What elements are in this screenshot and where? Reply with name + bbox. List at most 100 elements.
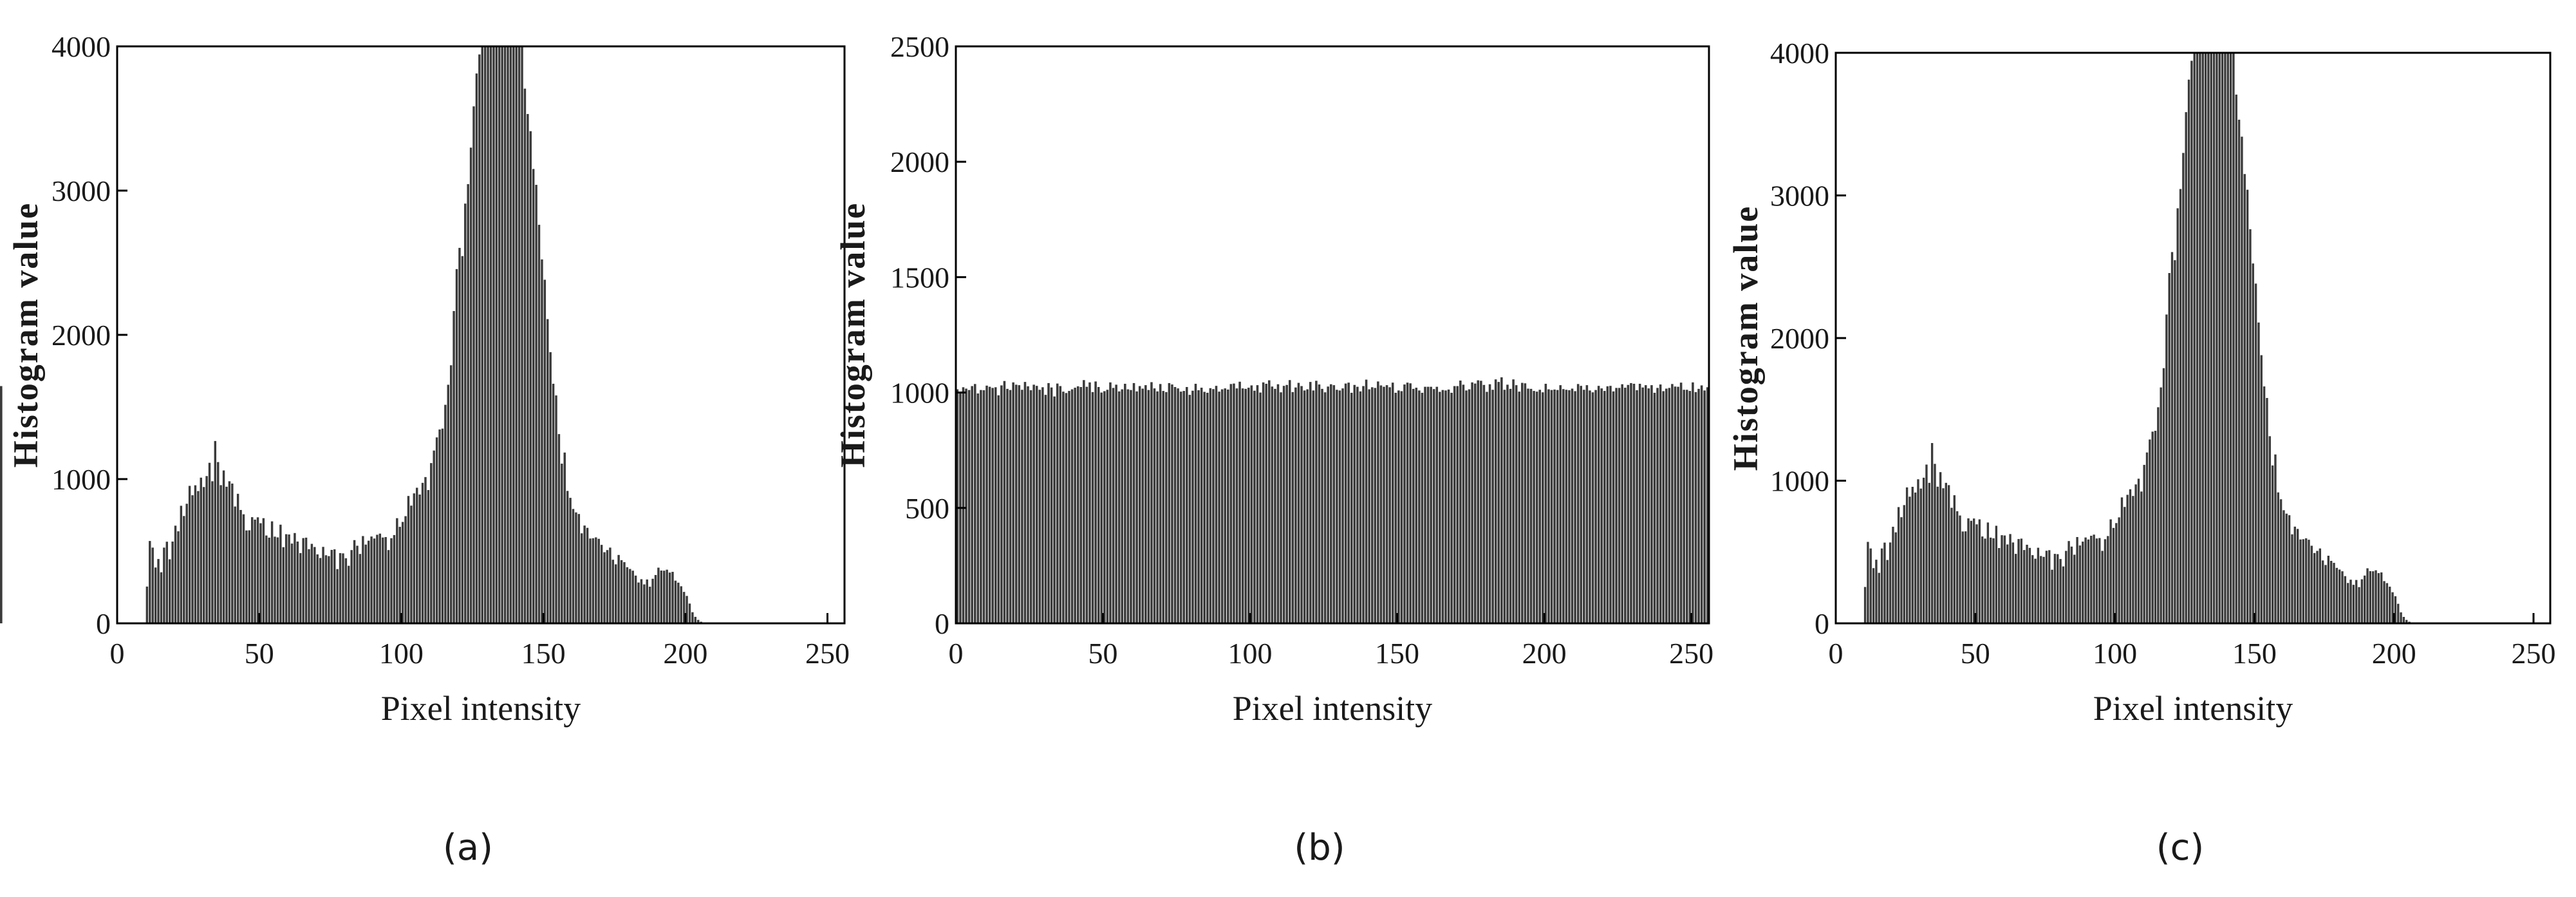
histogram-bar bbox=[2182, 153, 2185, 624]
x-tick-label: 150 bbox=[1375, 637, 1419, 670]
histogram-bar bbox=[438, 429, 441, 623]
histogram-bar bbox=[2241, 137, 2243, 624]
histogram-bar bbox=[1465, 390, 1468, 623]
histogram-bar bbox=[2329, 560, 2333, 623]
histogram-bar bbox=[248, 530, 251, 623]
histogram-bar bbox=[180, 505, 183, 623]
histogram-bar bbox=[1194, 383, 1197, 623]
histogram-bar bbox=[1006, 388, 1009, 623]
x-tick-label: 0 bbox=[1829, 637, 1843, 670]
histogram-bar bbox=[2065, 551, 2067, 623]
caption-c: (c) bbox=[2156, 827, 2204, 869]
histogram-bar bbox=[1615, 388, 1618, 623]
histogram-bar bbox=[1984, 538, 1986, 623]
histogram-bar bbox=[2098, 538, 2101, 623]
histogram-bar bbox=[1074, 388, 1076, 623]
histogram-bar bbox=[2391, 592, 2394, 623]
ticks-c: 0 50 100 150 200 250 0 1000 2000 3000 4000 bbox=[1770, 37, 2555, 670]
histogram-bar bbox=[1934, 464, 1936, 623]
histogram-bar bbox=[2263, 386, 2266, 623]
histogram-bar bbox=[1473, 383, 1477, 623]
histogram-bar bbox=[1126, 389, 1130, 623]
histogram-bar bbox=[1618, 388, 1621, 623]
histogram-bar bbox=[2157, 407, 2160, 623]
histogram-bar bbox=[265, 535, 268, 623]
histogram-bar bbox=[1488, 384, 1491, 623]
histogram-bar bbox=[1456, 386, 1459, 623]
histogram-bar bbox=[239, 509, 242, 623]
histogram-bar bbox=[1609, 386, 1612, 623]
histogram-bar bbox=[1959, 515, 1961, 623]
histogram-bar bbox=[2212, 53, 2216, 623]
histogram-bar bbox=[1462, 384, 1465, 623]
histogram-bar bbox=[313, 547, 316, 623]
histogram-bar bbox=[1556, 390, 1559, 623]
histogram-bar bbox=[1972, 518, 1975, 623]
histogram-bar bbox=[2207, 53, 2210, 623]
y-tick-label: 1000 bbox=[1770, 465, 1829, 498]
histogram-bar bbox=[1021, 390, 1023, 623]
histogram-bar bbox=[2274, 454, 2277, 623]
histogram-bar bbox=[1942, 488, 1945, 623]
histogram-bar bbox=[427, 490, 430, 623]
histogram-bar bbox=[2383, 581, 2385, 623]
histogram-bar bbox=[2143, 464, 2145, 623]
histogram-bar bbox=[2260, 355, 2263, 623]
histogram-bar bbox=[149, 541, 151, 623]
panel-a: 0 50 100 150 200 250 0 1000 2000 3000 4000 Histogr… bbox=[6, 30, 850, 869]
histogram-bar bbox=[2107, 536, 2109, 623]
histogram-bar bbox=[1936, 486, 1939, 623]
histogram-bar bbox=[250, 517, 254, 623]
histogram-bar bbox=[609, 547, 611, 623]
histogram-bar bbox=[2341, 571, 2344, 623]
xlabel-b: Pixel intensity bbox=[1233, 689, 1433, 728]
histogram-bar bbox=[1012, 382, 1014, 623]
histogram-bar bbox=[1306, 389, 1309, 623]
histogram-bar bbox=[2302, 539, 2304, 623]
histogram-bar bbox=[1280, 392, 1282, 623]
histogram-bar bbox=[168, 559, 171, 623]
histogram-bar bbox=[2271, 465, 2274, 623]
histogram-bar bbox=[1165, 392, 1168, 623]
histogram-bar bbox=[503, 46, 507, 623]
ylabel-b: Histogram value bbox=[834, 202, 872, 467]
histogram-bar bbox=[1047, 382, 1050, 623]
histogram-bar bbox=[469, 147, 472, 623]
histogram-bar bbox=[461, 256, 464, 623]
histogram-bar bbox=[1227, 389, 1229, 623]
histogram-bar bbox=[1035, 386, 1038, 623]
histogram-bar bbox=[643, 584, 646, 623]
histogram-bar bbox=[1391, 382, 1394, 623]
histogram-bar bbox=[623, 562, 626, 623]
histogram-bar bbox=[572, 509, 575, 623]
histogram-bar bbox=[1706, 387, 1709, 623]
histogram-bar bbox=[1606, 386, 1609, 623]
histogram-bar bbox=[1453, 386, 1456, 623]
histogram-bar bbox=[1256, 385, 1259, 623]
histogram-bar bbox=[1056, 383, 1059, 623]
histogram-bar bbox=[492, 46, 495, 623]
histogram-bar bbox=[595, 537, 597, 623]
x-tick-label: 250 bbox=[2511, 637, 2555, 670]
histogram-bar bbox=[1444, 390, 1447, 623]
histogram-bar bbox=[336, 569, 339, 623]
histogram-bar bbox=[398, 527, 401, 623]
histogram-bar bbox=[304, 537, 308, 623]
histogram-bar bbox=[1930, 443, 1934, 623]
histogram-bar bbox=[962, 387, 965, 623]
histogram-bar bbox=[1638, 383, 1641, 623]
panel-c: 0 50 100 150 200 250 0 1000 2000 3000 4000 Histogr… bbox=[1726, 37, 2555, 869]
xlabel-a: Pixel intensity bbox=[381, 689, 581, 728]
histogram-bar bbox=[2034, 558, 2037, 623]
y-tick-label: 3000 bbox=[1770, 180, 1829, 212]
histogram-bar bbox=[1975, 524, 1978, 623]
histogram-bar bbox=[2394, 596, 2397, 623]
histogram-bar bbox=[1668, 388, 1671, 623]
histogram-bar bbox=[421, 482, 424, 623]
histogram-bar bbox=[2082, 542, 2084, 623]
histogram-bar bbox=[1356, 386, 1359, 623]
histogram-bar bbox=[1309, 382, 1312, 623]
bars-c bbox=[1863, 53, 2411, 624]
histogram-bar bbox=[2026, 544, 2028, 623]
histogram-bar bbox=[1645, 385, 1647, 623]
